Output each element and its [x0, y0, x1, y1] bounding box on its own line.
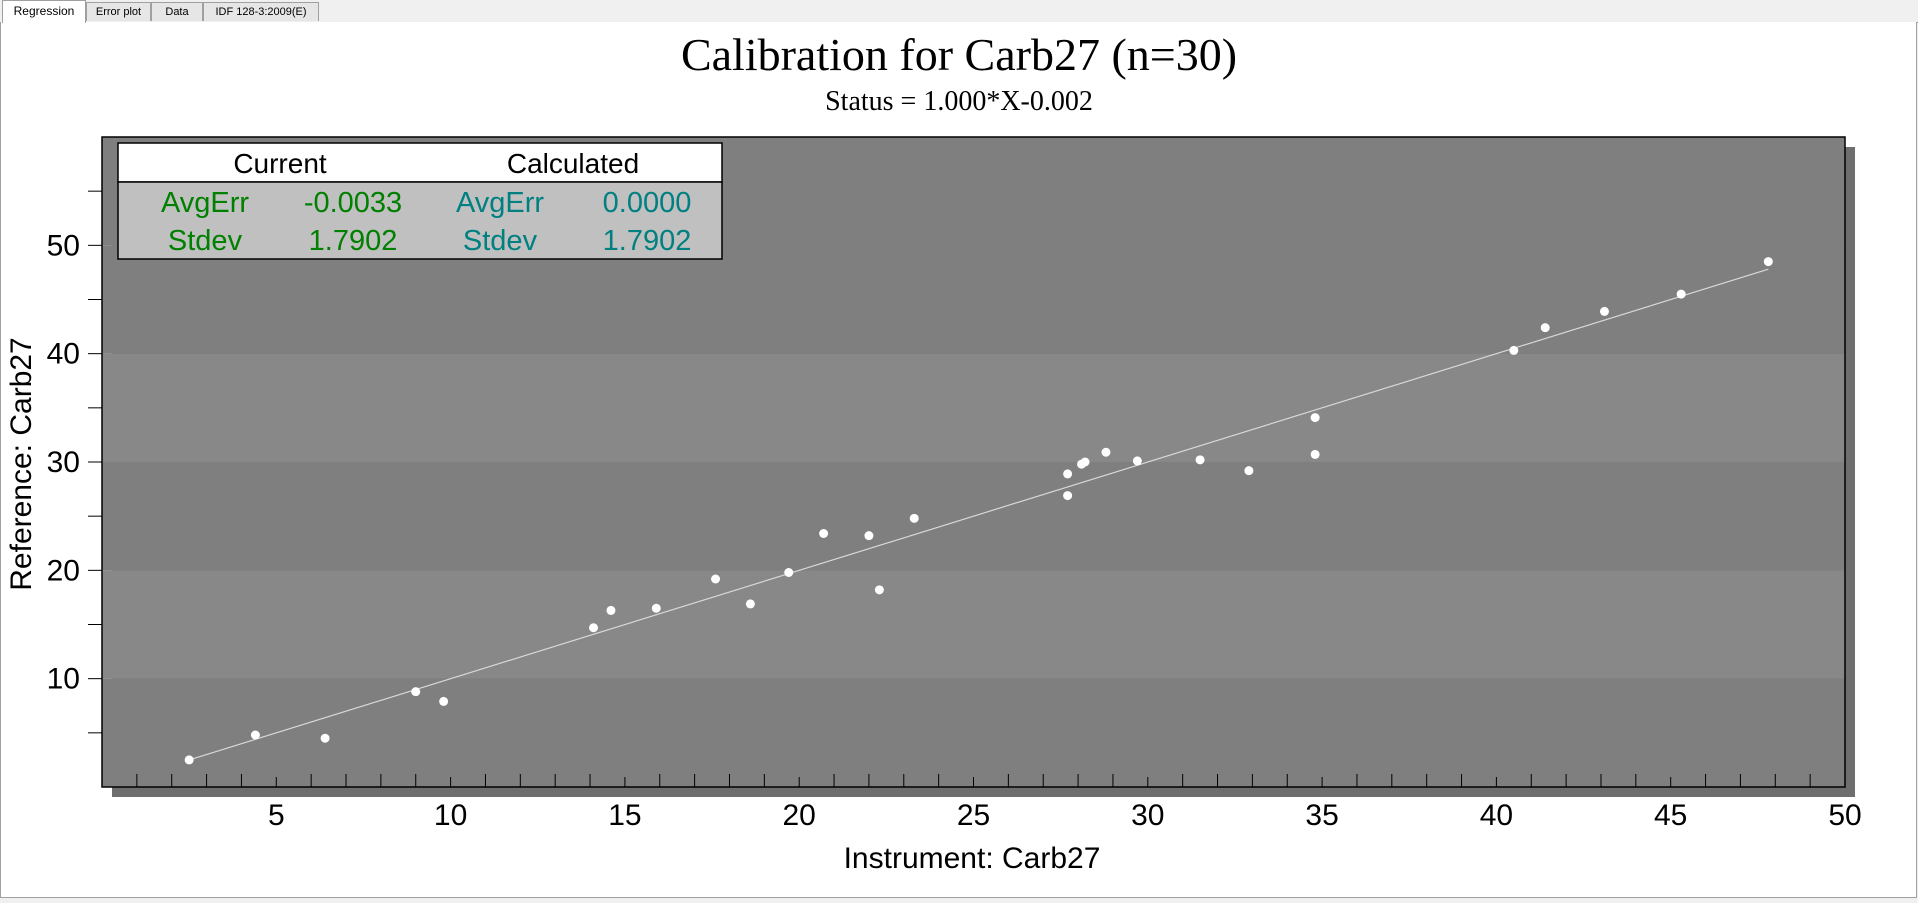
calibration-chart: Calibration for Carb27 (n=30) Status = 1…	[5, 29, 1862, 875]
plot-band	[102, 570, 1845, 679]
data-point	[1310, 449, 1320, 459]
y-axis-labels: 10 20 30 40 50	[47, 229, 80, 695]
data-point	[1063, 469, 1073, 479]
data-point	[651, 603, 661, 613]
data-point	[1101, 447, 1111, 457]
chart-title: Calibration for Carb27 (n=30)	[681, 29, 1237, 80]
data-point	[1540, 323, 1550, 333]
data-point	[864, 531, 874, 541]
stats-calculated-header: Calculated	[507, 148, 639, 179]
plot-band	[102, 353, 1845, 462]
y-tick-label: 10	[47, 663, 80, 696]
data-point	[1599, 306, 1609, 316]
data-point	[1310, 413, 1320, 423]
stats-current-avgerr-label: AvgErr	[161, 187, 249, 219]
data-point	[711, 574, 721, 584]
data-point	[819, 529, 829, 538]
x-tick-label: 25	[957, 799, 990, 832]
tab-bar: Regression Error plot Data IDF 128-3:200…	[0, 0, 1918, 23]
x-tick-label: 30	[1131, 799, 1164, 832]
stats-current-avgerr-value: -0.0033	[304, 187, 402, 219]
data-point	[1676, 289, 1686, 299]
stats-current-header: Current	[233, 148, 327, 179]
x-tick-label: 45	[1654, 799, 1687, 832]
x-axis-labels: 5 10 15 20 25 30 35 40 45 50	[268, 799, 1862, 832]
stats-calc-avgerr-label: AvgErr	[456, 187, 544, 219]
x-axis-label: Instrument: Carb27	[844, 842, 1101, 875]
stats-table: Current Calculated AvgErr -0.0033 AvgErr…	[117, 142, 723, 260]
stats-calc-stdev-value: 1.7902	[603, 225, 692, 257]
data-point	[745, 599, 755, 609]
data-point	[1195, 455, 1205, 465]
data-point	[1509, 345, 1519, 355]
data-point	[606, 605, 616, 615]
data-point	[1763, 257, 1773, 267]
tab-idf[interactable]: IDF 128-3:2009(E)	[203, 2, 319, 21]
data-point	[184, 755, 194, 765]
data-point	[874, 585, 884, 595]
x-tick-label: 15	[608, 799, 641, 832]
data-point	[1063, 491, 1073, 501]
data-point	[1080, 457, 1090, 467]
x-tick-label: 5	[268, 799, 285, 832]
data-point	[250, 730, 260, 740]
data-point	[1132, 456, 1142, 466]
x-tick-label: 10	[434, 799, 467, 832]
data-point	[439, 696, 449, 706]
data-point	[1244, 466, 1254, 476]
stats-calc-avgerr-value: 0.0000	[603, 187, 692, 219]
y-tick-label: 50	[47, 229, 80, 262]
x-tick-label: 35	[1305, 799, 1338, 832]
chart-subtitle: Status = 1.000*X-0.002	[825, 86, 1093, 117]
stats-current-stdev-label: Stdev	[168, 225, 243, 257]
tab-error-plot[interactable]: Error plot	[86, 2, 151, 21]
y-axis-ticks	[88, 190, 102, 734]
data-point	[784, 568, 794, 577]
y-tick-label: 30	[47, 446, 80, 479]
x-tick-label: 50	[1828, 799, 1861, 832]
x-tick-label: 40	[1480, 799, 1513, 832]
plot-band	[102, 245, 1845, 354]
y-tick-label: 20	[47, 554, 80, 587]
data-point	[411, 687, 421, 697]
stats-current-stdev-value: 1.7902	[309, 225, 398, 257]
x-tick-label: 20	[783, 799, 816, 832]
stats-calc-stdev-label: Stdev	[463, 225, 538, 257]
tab-regression[interactable]: Regression	[2, 0, 86, 23]
tab-data[interactable]: Data	[151, 2, 203, 21]
data-point	[320, 733, 330, 743]
data-point	[909, 513, 919, 523]
regression-line	[188, 268, 1769, 761]
plot-band	[102, 678, 1845, 787]
chart-panel: Calibration for Carb27 (n=30) Status = 1…	[0, 22, 1917, 898]
data-point	[589, 623, 599, 633]
x-axis-ticks	[136, 774, 1846, 787]
y-axis-label: Reference: Carb27	[5, 337, 38, 590]
data-points	[184, 257, 1773, 765]
stats-table-body-bg	[117, 181, 723, 260]
y-tick-label: 40	[47, 338, 80, 371]
plot-bands	[102, 137, 1845, 787]
